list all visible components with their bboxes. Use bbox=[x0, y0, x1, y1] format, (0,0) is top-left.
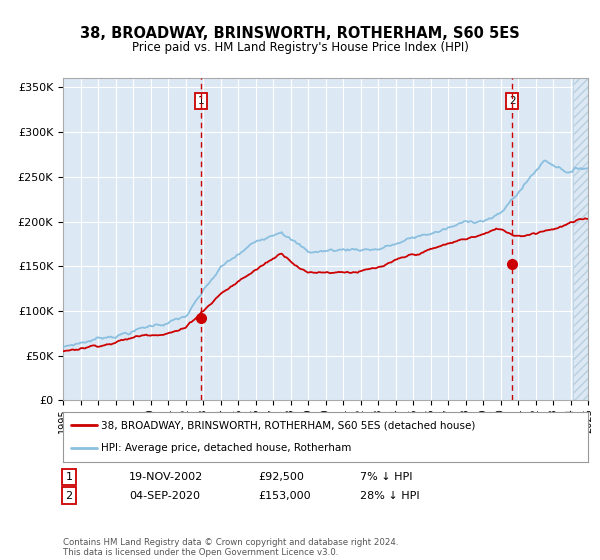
Bar bbox=[574, 78, 588, 400]
Text: 04-SEP-2020: 04-SEP-2020 bbox=[129, 491, 200, 501]
Text: 38, BROADWAY, BRINSWORTH, ROTHERHAM, S60 5ES: 38, BROADWAY, BRINSWORTH, ROTHERHAM, S60… bbox=[80, 26, 520, 41]
Text: HPI: Average price, detached house, Rotherham: HPI: Average price, detached house, Roth… bbox=[101, 444, 351, 454]
Text: 1: 1 bbox=[197, 96, 204, 106]
Text: 7% ↓ HPI: 7% ↓ HPI bbox=[360, 472, 413, 482]
Text: 38, BROADWAY, BRINSWORTH, ROTHERHAM, S60 5ES (detached house): 38, BROADWAY, BRINSWORTH, ROTHERHAM, S60… bbox=[101, 420, 475, 430]
Text: Price paid vs. HM Land Registry's House Price Index (HPI): Price paid vs. HM Land Registry's House … bbox=[131, 41, 469, 54]
Text: 2: 2 bbox=[509, 96, 515, 106]
Text: 28% ↓ HPI: 28% ↓ HPI bbox=[360, 491, 419, 501]
Text: Contains HM Land Registry data © Crown copyright and database right 2024.
This d: Contains HM Land Registry data © Crown c… bbox=[63, 538, 398, 557]
Text: £92,500: £92,500 bbox=[258, 472, 304, 482]
Text: 1: 1 bbox=[65, 472, 73, 482]
Text: £153,000: £153,000 bbox=[258, 491, 311, 501]
Text: 19-NOV-2002: 19-NOV-2002 bbox=[129, 472, 203, 482]
Text: 2: 2 bbox=[65, 491, 73, 501]
